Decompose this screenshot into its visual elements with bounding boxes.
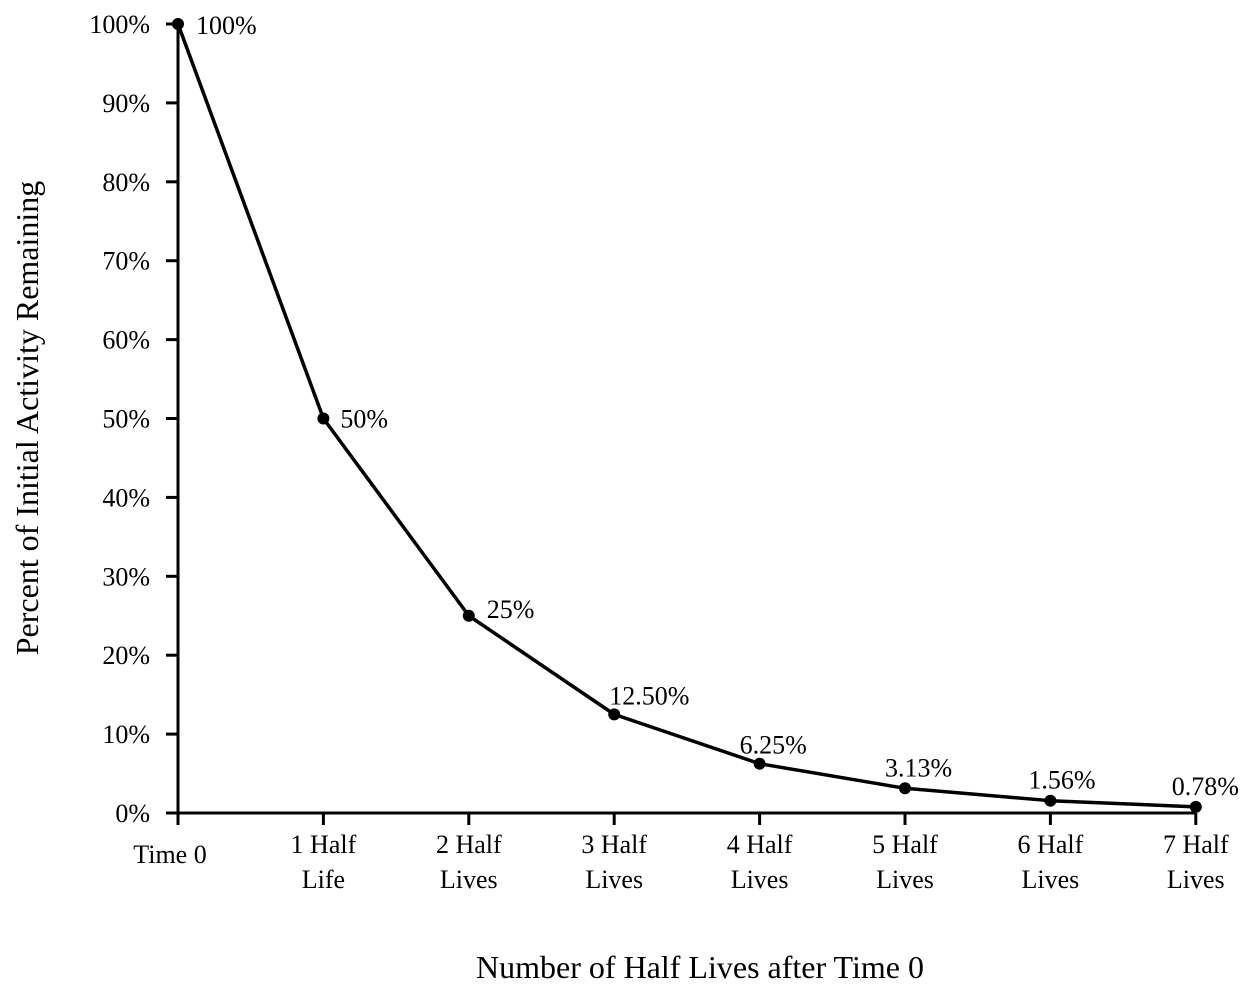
- data-point: [1044, 794, 1057, 807]
- x-tick-label: 2 Half Lives: [436, 830, 502, 894]
- x-tick-label: 5 Half Lives: [872, 830, 938, 894]
- data-label: 100%: [196, 11, 257, 40]
- y-tick-label: 40%: [102, 483, 150, 512]
- y-axis-ticks: [166, 22, 178, 815]
- x-axis-title: Number of Half Lives after Time 0: [476, 949, 924, 985]
- y-tick-label: 100%: [89, 10, 150, 39]
- data-label: 3.13%: [885, 753, 952, 782]
- x-axis-tick-labels: Time 0 1 Half Life 2 Half Lives 3 Half Lives 4 …: [133, 830, 1229, 894]
- x-tick-label: 1 Half Life: [291, 830, 357, 894]
- x-tick-label: 4 Half Lives: [727, 830, 793, 894]
- data-label: 6.25%: [740, 731, 807, 760]
- data-label: 25%: [487, 595, 535, 624]
- y-tick-label: 50%: [102, 405, 150, 434]
- data-point: [899, 782, 911, 795]
- data-label: 12.50%: [609, 681, 689, 710]
- decay-series-line: [176, 23, 1196, 809]
- data-point: [1189, 800, 1202, 813]
- data-point: [462, 609, 475, 622]
- x-tick-label: 3 Half Lives: [581, 830, 647, 894]
- y-tick-label: 60%: [102, 326, 150, 355]
- y-tick-label: 30%: [102, 562, 150, 591]
- y-tick-label: 70%: [102, 247, 150, 276]
- data-label: 1.56%: [1028, 766, 1095, 795]
- x-tick-label: Time 0: [133, 840, 206, 869]
- data-point: [753, 757, 766, 770]
- data-label: 0.78%: [1172, 772, 1239, 801]
- data-labels: 100% 50% 25% 12.50% 6.25% 3.13% 1.56% 0.78%: [196, 11, 1239, 801]
- data-label: 50%: [340, 405, 388, 434]
- y-tick-label: 20%: [102, 641, 150, 670]
- y-axis-tick-labels: 0% 10% 20% 30% 40% 50% 60% 70% 80% 90% 100%: [89, 10, 150, 828]
- y-tick-label: 10%: [102, 720, 150, 749]
- y-axis-title: Percent of Initial Activity Remaining: [9, 181, 45, 656]
- data-points: [172, 18, 1202, 813]
- y-tick-label: 80%: [102, 168, 150, 197]
- x-axis-ticks: [176, 813, 1198, 825]
- y-tick-label: 0%: [115, 799, 150, 828]
- x-tick-label: 7 Half Lives: [1163, 830, 1229, 894]
- x-tick-label: 6 Half Lives: [1018, 830, 1084, 894]
- data-point: [608, 708, 621, 721]
- data-point: [317, 412, 330, 425]
- y-tick-label: 90%: [102, 89, 150, 118]
- data-point: [172, 18, 184, 30]
